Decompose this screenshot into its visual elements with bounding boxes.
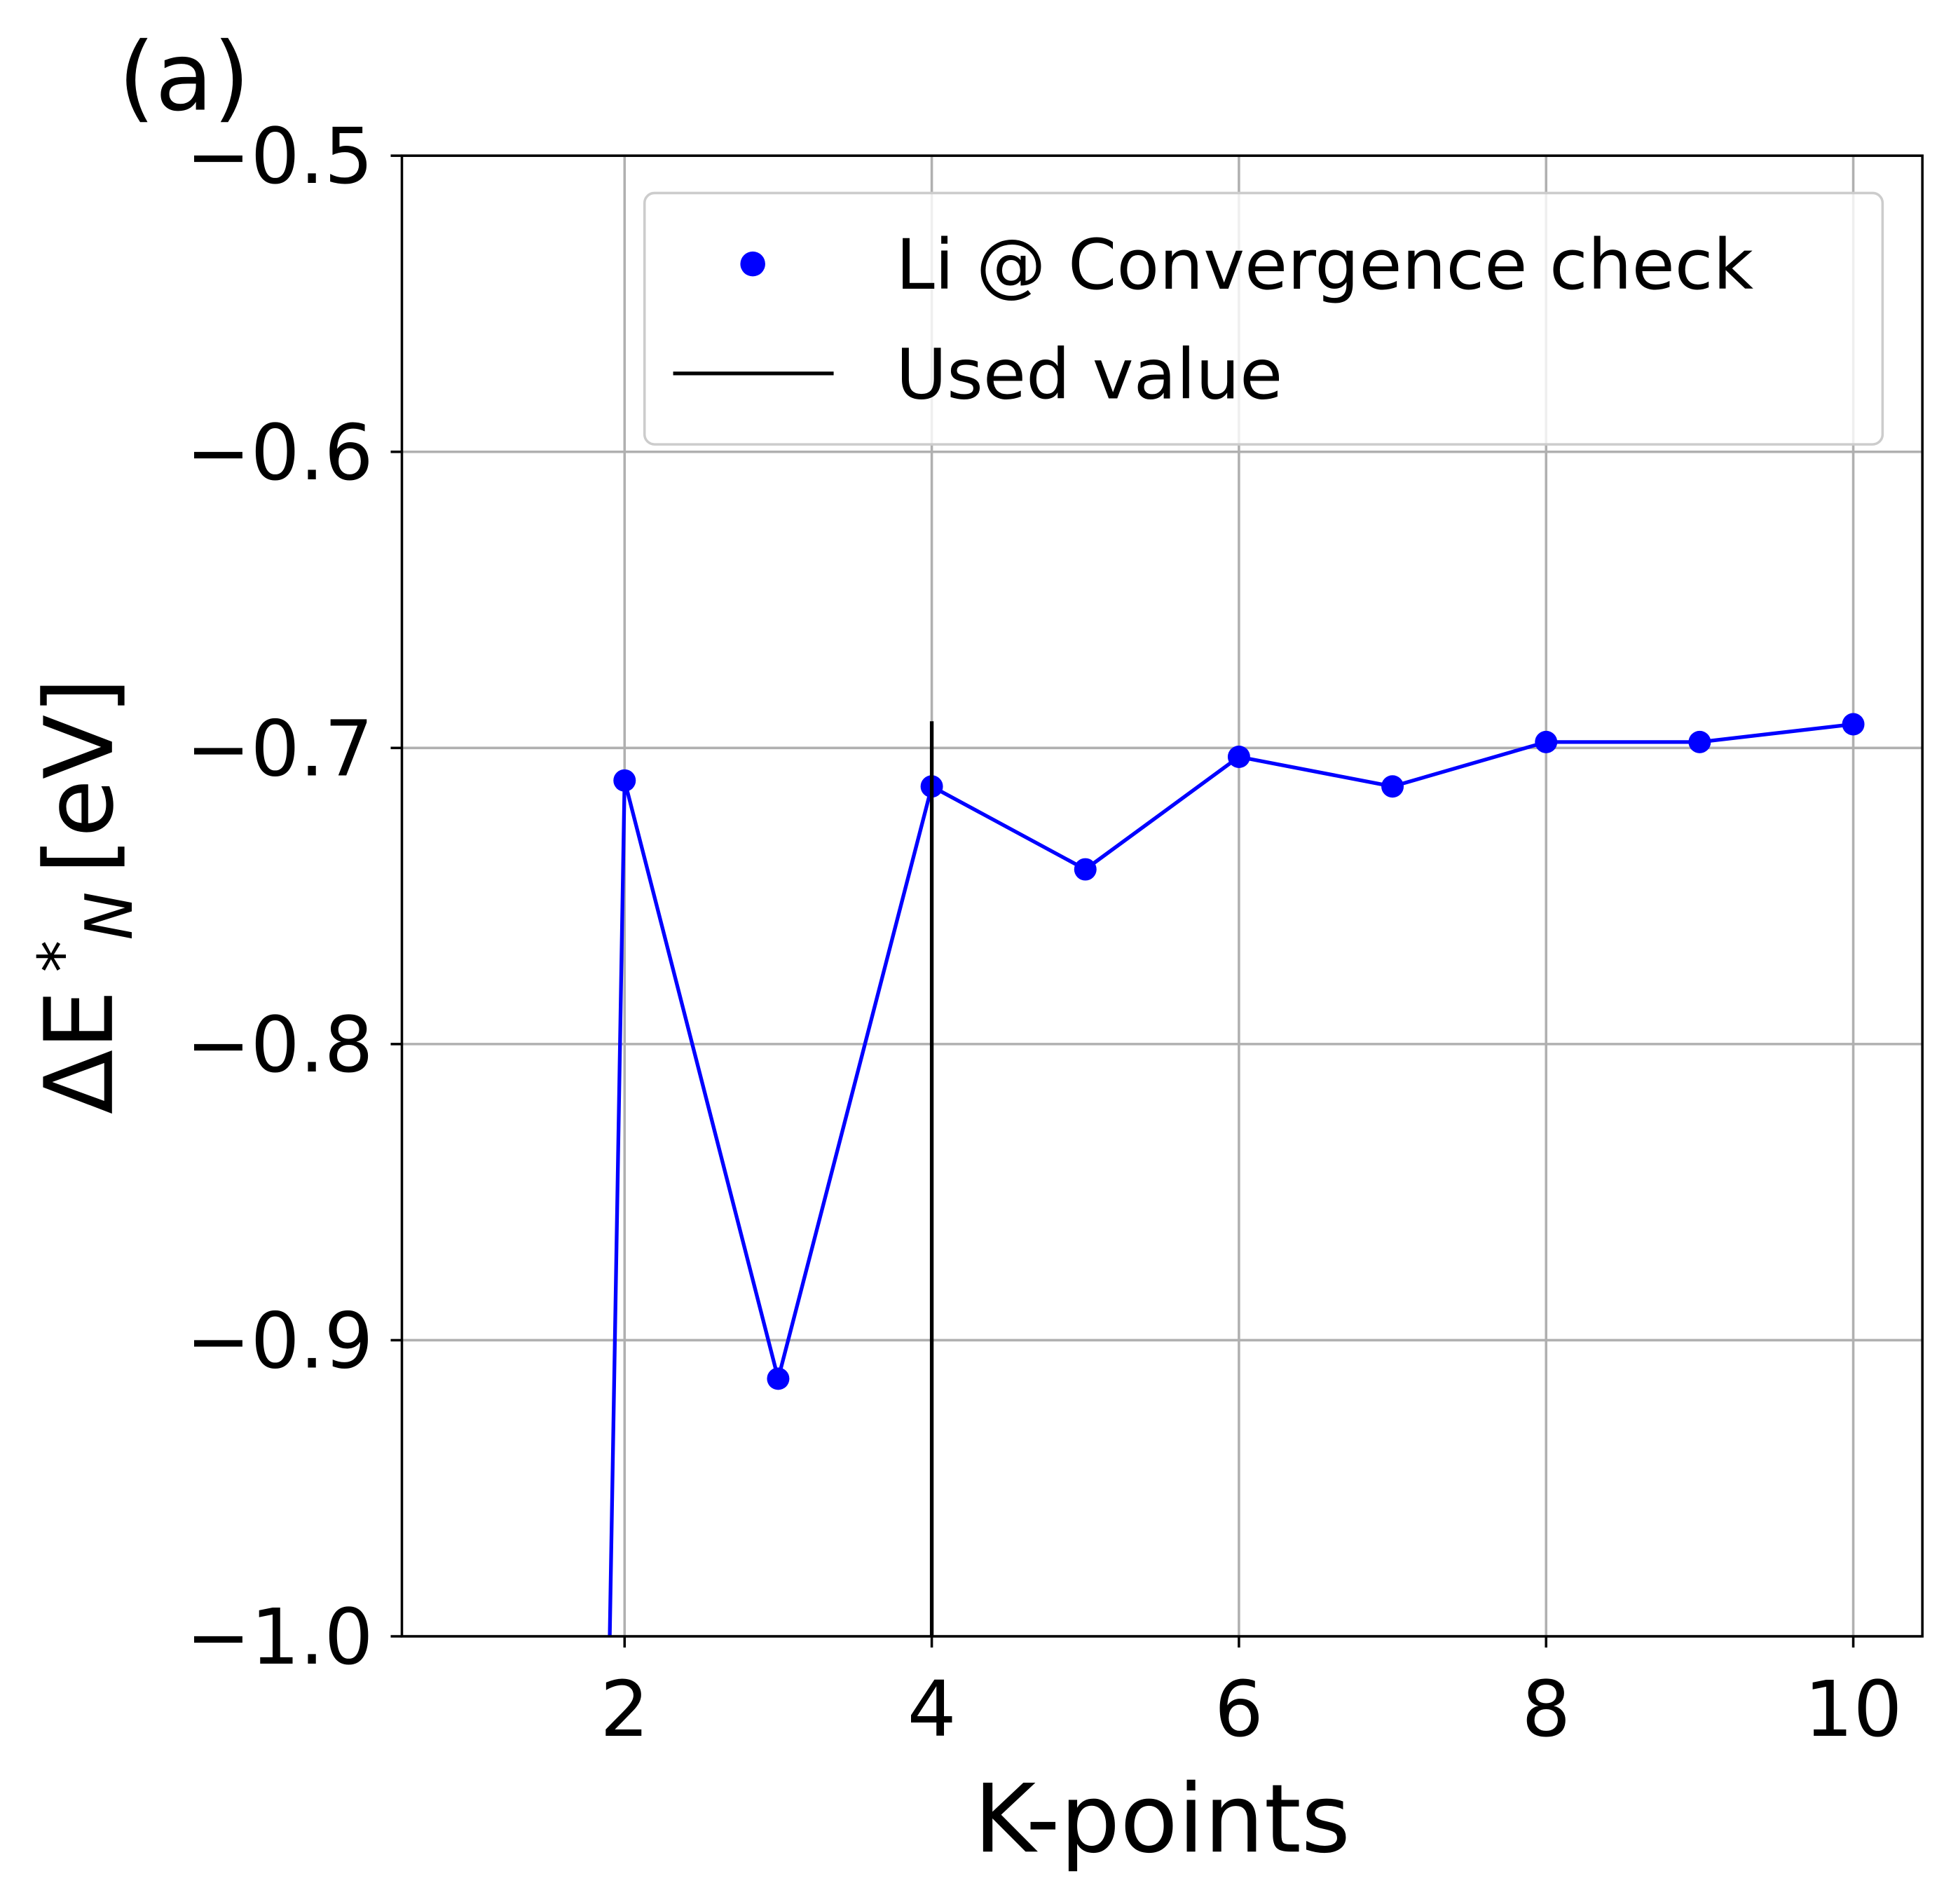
x-tick-label: 4 (908, 1664, 957, 1754)
data-point (613, 769, 636, 792)
axes-frame (400, 154, 1924, 1638)
y-axis-label-part: * (25, 940, 100, 973)
axes: 2 4 6 8 10 −1.0 −0.9 −0.8 −0.7 −0.6 −0.5 (186, 111, 1902, 1754)
series-line (608, 722, 1854, 1637)
y-tick-label: −0.7 (186, 704, 373, 793)
y-axis-label-part: [eV] (25, 678, 135, 875)
y-tick-label: −1.0 (186, 1592, 373, 1682)
legend-label: Used value (896, 334, 1282, 415)
data-point (1227, 746, 1250, 768)
data-point (1381, 775, 1404, 798)
x-tick-label: 8 (1521, 1664, 1570, 1754)
data-point (1074, 858, 1097, 881)
data-point (1842, 713, 1865, 736)
legend-box (643, 191, 1884, 446)
y-tick-label: −0.6 (186, 408, 373, 498)
legend-label: Li @ Convergence check (896, 225, 1753, 306)
data-point (1688, 730, 1711, 753)
y-tick-label: −0.8 (186, 1000, 373, 1090)
y-axis-label-part: N (71, 892, 147, 940)
x-tick-label: 2 (600, 1664, 649, 1754)
y-axis-label-part: ΔE (25, 990, 135, 1115)
data-point (1535, 730, 1558, 753)
legend-marker (740, 251, 765, 277)
y-tick-label: −0.5 (186, 111, 373, 201)
x-tick-label: 10 (1805, 1664, 1903, 1754)
legend: Li @ Convergence check Used value (643, 191, 1884, 446)
panel-label: (a) (118, 22, 250, 132)
data-point (767, 1367, 790, 1390)
x-axis-label: K-points (974, 1764, 1350, 1874)
plot-area (608, 713, 1865, 1637)
y-axis-label: ΔE *N [eV] (25, 678, 147, 1114)
x-tick-label: 6 (1214, 1664, 1264, 1754)
y-tick-label: −0.9 (186, 1296, 373, 1386)
